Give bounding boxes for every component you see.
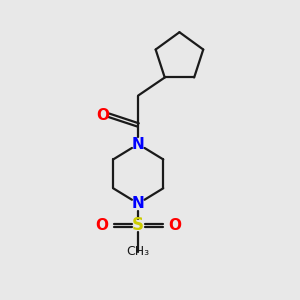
Text: O: O bbox=[96, 108, 109, 123]
Text: N: N bbox=[132, 136, 145, 152]
Text: O: O bbox=[95, 218, 109, 232]
Text: O: O bbox=[168, 218, 181, 232]
Text: N: N bbox=[132, 196, 145, 211]
Text: S: S bbox=[132, 216, 144, 234]
Text: CH₃: CH₃ bbox=[127, 245, 150, 258]
